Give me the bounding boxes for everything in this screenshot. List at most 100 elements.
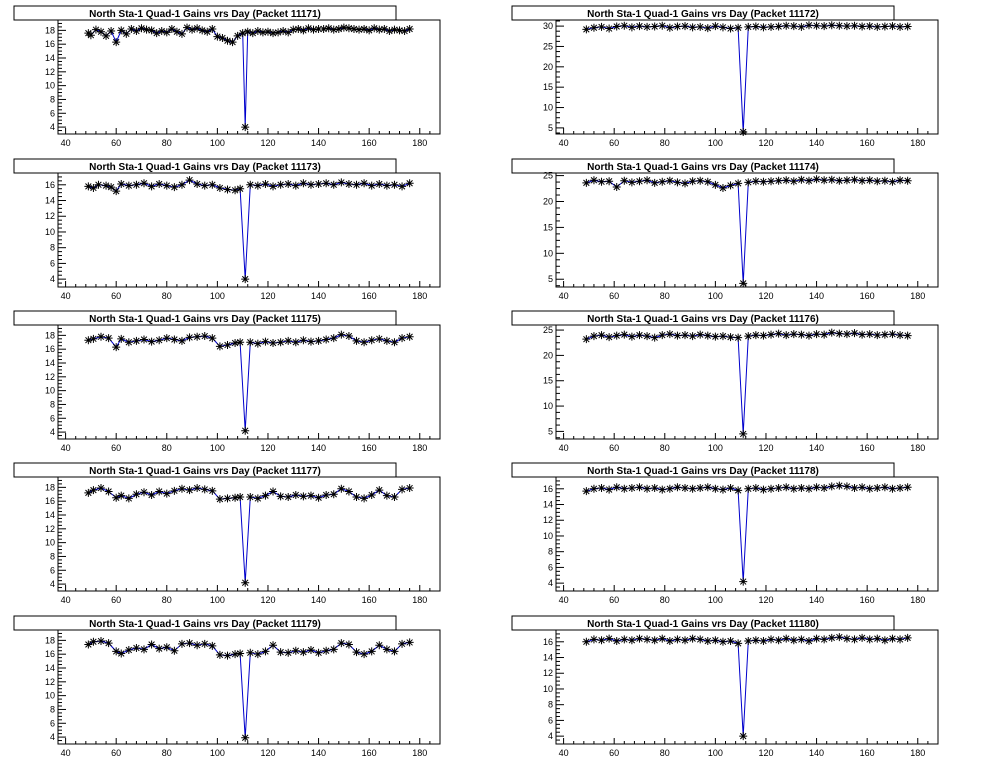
data-point xyxy=(162,28,171,37)
data-point xyxy=(643,332,652,341)
data-point xyxy=(117,491,126,500)
data-point xyxy=(390,25,399,34)
data-point xyxy=(299,179,308,188)
x-tick-label: 140 xyxy=(311,291,326,301)
chart-panel: North Sta-1 Quad-1 Gains vrs Day (Packet… xyxy=(511,615,939,758)
x-tick-label: 160 xyxy=(860,138,875,148)
x-tick-label: 100 xyxy=(210,595,225,605)
data-point xyxy=(688,634,697,643)
data-point xyxy=(582,335,591,344)
series-line xyxy=(88,487,410,583)
data-point xyxy=(658,634,667,643)
data-point xyxy=(185,486,194,495)
data-point xyxy=(744,22,753,31)
data-point xyxy=(782,634,791,643)
x-tick-label: 160 xyxy=(362,443,377,453)
data-point xyxy=(711,332,720,341)
data-point xyxy=(812,483,821,492)
data-point xyxy=(665,484,674,493)
data-point xyxy=(203,27,212,36)
y-tick-label: 25 xyxy=(543,171,553,181)
y-tick-label: 12 xyxy=(45,524,55,534)
data-point xyxy=(726,333,735,342)
data-point xyxy=(896,176,905,185)
x-tick-label: 40 xyxy=(559,291,569,301)
data-point xyxy=(375,334,384,343)
x-tick-label: 60 xyxy=(609,138,619,148)
x-tick-label: 140 xyxy=(809,748,824,758)
data-point xyxy=(711,484,720,493)
data-point xyxy=(91,25,100,34)
data-point xyxy=(117,180,126,189)
data-point xyxy=(718,637,727,646)
data-point xyxy=(703,177,712,186)
data-point xyxy=(820,176,829,185)
series-line xyxy=(586,636,908,737)
data-point xyxy=(243,27,252,36)
data-point xyxy=(896,22,905,31)
y-tick-label: 14 xyxy=(45,196,55,206)
data-point xyxy=(612,22,621,31)
data-point xyxy=(367,181,376,190)
data-point xyxy=(896,484,905,493)
series-line xyxy=(88,179,410,280)
data-point xyxy=(337,484,346,493)
data-point xyxy=(896,635,905,644)
plot-frame xyxy=(555,476,939,592)
data-point xyxy=(804,21,813,30)
x-tick-label: 120 xyxy=(260,138,275,148)
data-point xyxy=(147,490,156,499)
data-point xyxy=(605,634,614,643)
data-point xyxy=(261,491,270,500)
x-tick-label: 160 xyxy=(362,748,377,758)
data-point xyxy=(873,331,882,340)
y-tick-label: 4 xyxy=(50,122,55,132)
data-point xyxy=(395,26,404,35)
data-point xyxy=(744,332,753,341)
data-point xyxy=(658,21,667,30)
data-point xyxy=(147,640,156,649)
data-point xyxy=(589,332,598,341)
data-point xyxy=(314,648,323,657)
chart-panel: North Sta-1 Quad-1 Gains vrs Day (Packet… xyxy=(13,5,441,148)
data-point xyxy=(398,639,407,648)
title-box xyxy=(511,158,895,174)
data-point xyxy=(774,176,783,185)
x-tick-label: 180 xyxy=(412,595,427,605)
data-point xyxy=(193,641,202,650)
data-point xyxy=(241,426,250,435)
data-point xyxy=(681,636,690,645)
data-point xyxy=(177,180,186,189)
data-point xyxy=(589,176,598,185)
data-point xyxy=(858,483,867,492)
x-tick-label: 180 xyxy=(910,443,925,453)
data-point xyxy=(759,23,768,32)
data-point xyxy=(104,487,113,496)
data-point xyxy=(696,484,705,493)
data-point xyxy=(582,637,591,646)
data-point xyxy=(253,494,262,503)
data-point xyxy=(751,331,760,340)
data-point xyxy=(276,180,285,189)
data-point xyxy=(291,646,300,655)
y-tick-label: 4 xyxy=(50,427,55,437)
data-point xyxy=(147,182,156,191)
y-tick-label: 16 xyxy=(45,649,55,659)
data-point xyxy=(104,334,113,343)
data-point xyxy=(390,647,399,656)
y-tick-label: 8 xyxy=(50,94,55,104)
data-point xyxy=(279,27,288,36)
data-point xyxy=(253,339,262,348)
x-tick-label: 180 xyxy=(910,595,925,605)
data-point xyxy=(718,485,727,494)
data-point xyxy=(309,25,318,34)
data-point xyxy=(124,338,133,347)
x-tick-label: 40 xyxy=(61,595,71,605)
data-point xyxy=(215,342,224,351)
y-tick-label: 14 xyxy=(543,500,553,510)
data-point xyxy=(797,175,806,184)
data-point xyxy=(122,29,131,38)
data-point xyxy=(605,485,614,494)
data-point xyxy=(865,484,874,493)
chart-panel: North Sta-1 Quad-1 Gains vrs Day (Packet… xyxy=(13,615,441,758)
